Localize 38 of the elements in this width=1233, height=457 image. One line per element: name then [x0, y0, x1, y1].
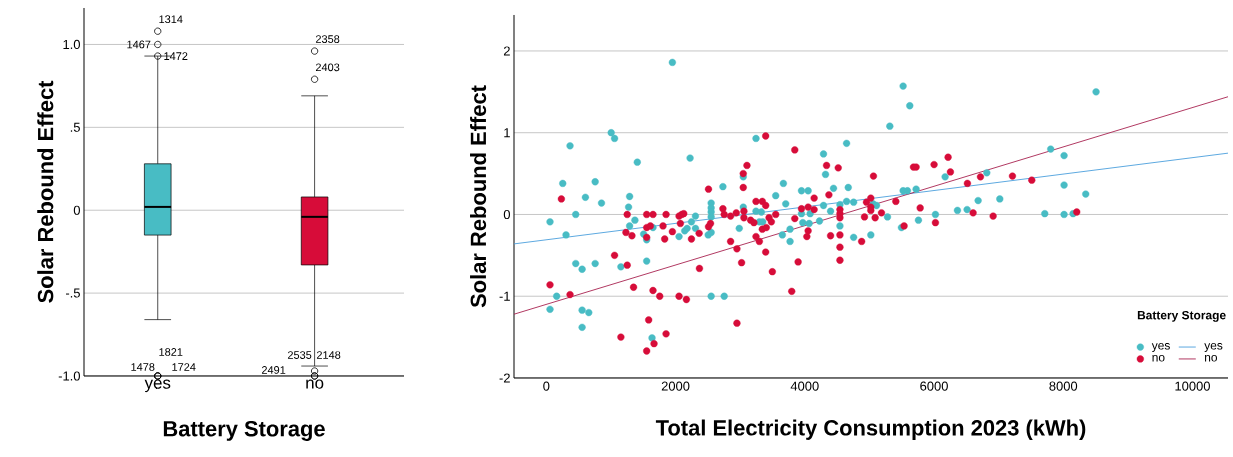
x-tick-label: no — [306, 379, 324, 389]
annotation: 2403 — [315, 63, 340, 72]
y-tick-label: -1.0 — [58, 371, 80, 381]
annotation: 1821 — [159, 348, 183, 356]
y-tick-label: 1.0 — [63, 39, 80, 50]
legend-label: no — [1205, 354, 1218, 362]
annotation: 1467 — [127, 40, 151, 49]
x-tick-label: 4000 — [790, 381, 819, 391]
y-tick-label: 0 — [73, 205, 80, 215]
y-tick-label: 1 — [504, 128, 510, 138]
y-tick-label: .5 — [70, 122, 80, 132]
x-tick-label: 0 — [543, 381, 550, 391]
legend-label: yes — [1204, 343, 1223, 352]
annotation: 1478 — [131, 363, 155, 371]
y-axis-title: Solar Rebound Effect — [37, 80, 54, 303]
x-tick-label: yes — [144, 379, 171, 393]
x-tick-label: 6000 — [920, 381, 948, 391]
annotation: 2535 — [287, 351, 312, 359]
annotation: 2491 — [261, 366, 286, 374]
x-tick-label: 2000 — [661, 381, 690, 391]
legend-title: Battery Storage — [1137, 310, 1226, 322]
y-tick-label: -.5 — [65, 288, 80, 298]
annotation: 1314 — [159, 15, 183, 24]
x-axis-title: Battery Storage — [163, 420, 325, 441]
y-tick-label: -2 — [499, 373, 510, 383]
y-tick-label: -1 — [499, 291, 510, 301]
x-tick-label: 8000 — [1049, 381, 1078, 391]
annotation: 1724 — [172, 363, 196, 371]
x-tick-label: 10000 — [1175, 381, 1210, 391]
y-tick-label: 2 — [503, 46, 510, 56]
y-tick-label: 0 — [503, 209, 510, 220]
x-axis-title: Total Electricity Consumption 2023 (kWh) — [655, 419, 1086, 440]
annotation: 2148 — [316, 351, 341, 359]
legend-label: yes — [1151, 343, 1170, 352]
annotation: 1472 — [164, 52, 188, 60]
y-axis-title: Solar Rebound Effect — [470, 85, 487, 308]
annotation: 2358 — [315, 35, 340, 43]
legend-label: no — [1152, 354, 1165, 362]
